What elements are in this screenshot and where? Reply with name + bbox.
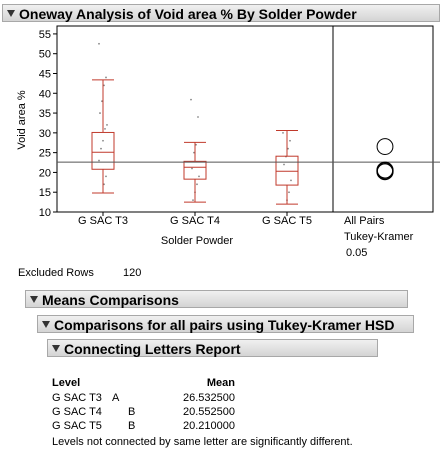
x-tick-label: G SAC T4 bbox=[170, 215, 220, 227]
data-point bbox=[195, 143, 197, 146]
comparison-circle bbox=[376, 162, 394, 181]
data-point bbox=[197, 116, 199, 118]
comparison-circle bbox=[376, 161, 394, 179]
x-tick-label: G SAC T5 bbox=[262, 215, 312, 227]
table-header: Mean bbox=[206, 377, 235, 389]
x-axis-label: Solder Powder bbox=[161, 235, 233, 247]
data-point bbox=[191, 167, 193, 170]
table-footer: Levels not connected by same letter are … bbox=[52, 436, 353, 448]
section-bar[interactable]: Connecting Letters Report bbox=[47, 339, 378, 357]
data-point bbox=[198, 175, 200, 178]
data-point bbox=[283, 163, 285, 166]
data-point bbox=[288, 191, 290, 194]
y-tick-label: 15 bbox=[39, 187, 51, 199]
title-bar[interactable]: Oneway Analysis of Void area % By Solder… bbox=[2, 4, 440, 22]
data-point bbox=[105, 175, 107, 178]
table-header: Level bbox=[52, 377, 81, 389]
table-level: G SAC T4 bbox=[52, 406, 102, 418]
box bbox=[91, 131, 115, 170]
y-tick-label: 50 bbox=[39, 49, 51, 61]
data-point bbox=[287, 147, 289, 150]
comparison-label: All Pairs bbox=[344, 215, 385, 227]
y-axis-label: Void area % bbox=[16, 90, 28, 150]
data-point bbox=[282, 131, 284, 134]
data-point bbox=[98, 159, 100, 162]
data-point bbox=[104, 127, 106, 130]
data-point bbox=[99, 112, 101, 114]
data-point bbox=[101, 100, 103, 103]
table-letter: B bbox=[128, 420, 136, 432]
data-point bbox=[102, 139, 104, 142]
y-tick-label: 10 bbox=[39, 207, 51, 219]
table-letter: A bbox=[112, 392, 120, 404]
table-letter: B bbox=[128, 406, 136, 418]
table-level: G SAC T5 bbox=[52, 420, 102, 432]
box bbox=[275, 155, 299, 186]
y-tick-label: 55 bbox=[39, 29, 51, 41]
data-point bbox=[103, 183, 105, 186]
alpha-label: 0.05 bbox=[346, 247, 367, 259]
comparison-label: Tukey-Kramer bbox=[344, 231, 414, 243]
data-point bbox=[100, 147, 102, 150]
data-point bbox=[289, 139, 291, 142]
circle-frame bbox=[332, 25, 434, 213]
section-bar[interactable]: Comparisons for all pairs using Tukey-Kr… bbox=[37, 315, 414, 333]
section-bar[interactable]: Means Comparisons bbox=[25, 290, 408, 308]
y-tick-label: 30 bbox=[39, 128, 51, 140]
chart: Void area % Solder Powder All Pairs Tuke… bbox=[16, 25, 440, 259]
x-tick-label: G SAC T3 bbox=[78, 215, 128, 227]
y-tick-label: 35 bbox=[39, 108, 51, 120]
table-level: G SAC T3 bbox=[52, 392, 102, 404]
table-mean: 26.532500 bbox=[183, 392, 235, 404]
table-mean: 20.210000 bbox=[183, 420, 235, 432]
table-mean: 20.552500 bbox=[183, 406, 235, 418]
data-point bbox=[190, 98, 192, 101]
data-point bbox=[105, 76, 107, 79]
y-tick-label: 45 bbox=[39, 68, 51, 80]
y-tick-label: 25 bbox=[39, 148, 51, 160]
data-point bbox=[193, 151, 195, 154]
data-point bbox=[290, 179, 292, 182]
box bbox=[183, 160, 207, 180]
y-tick-label: 20 bbox=[39, 167, 51, 179]
y-tick-label: 40 bbox=[39, 88, 51, 100]
excluded-label: Excluded Rows bbox=[18, 267, 94, 279]
excluded-count: 120 bbox=[123, 267, 142, 279]
data-point bbox=[106, 124, 108, 126]
comparison-circle bbox=[376, 138, 394, 155]
data-point bbox=[192, 199, 194, 202]
data-point bbox=[98, 42, 100, 45]
data-point bbox=[196, 183, 198, 186]
data-point bbox=[103, 84, 105, 87]
